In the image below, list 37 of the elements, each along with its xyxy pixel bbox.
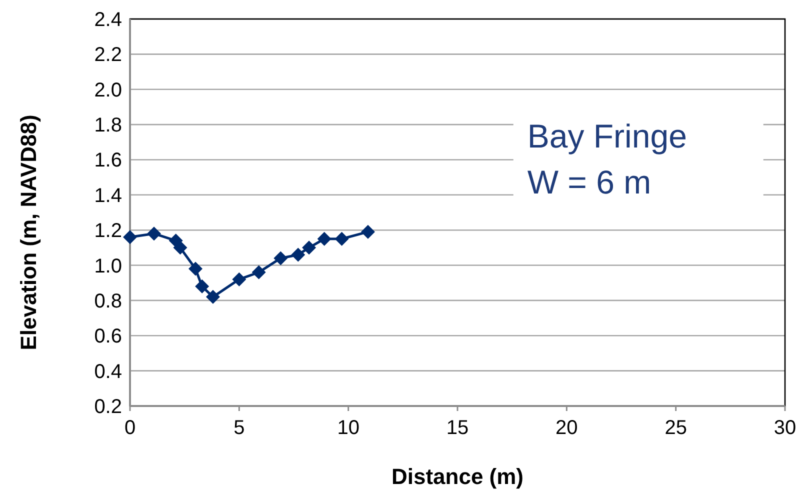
y-tick-label: 0.6 xyxy=(94,326,122,348)
point xyxy=(188,262,202,276)
point xyxy=(291,248,306,262)
y-tick-label: 1.0 xyxy=(94,255,122,278)
point xyxy=(252,265,266,280)
y-tick-label: 0.4 xyxy=(94,360,122,383)
point xyxy=(123,230,137,244)
point xyxy=(334,232,349,246)
y-axis-title: Elevation (m, NAVD88) xyxy=(16,114,41,350)
point xyxy=(360,224,375,239)
x-axis-title: Distance (m) xyxy=(391,464,524,489)
y-tick-label: 0.2 xyxy=(94,396,122,418)
x-tick-label: 0 xyxy=(124,417,136,439)
x-tick-label: 25 xyxy=(664,417,687,439)
point xyxy=(147,226,162,241)
y-tick-label: 1.4 xyxy=(94,184,122,207)
y-tick-label: 2.4 xyxy=(94,9,122,31)
point xyxy=(317,232,332,246)
annotation: Bay Fringe xyxy=(527,117,687,154)
x-tick-label: 10 xyxy=(337,417,360,439)
point xyxy=(173,240,188,255)
point xyxy=(274,251,288,266)
x-tick-label: 15 xyxy=(446,417,469,439)
y-tick-label: 2.2 xyxy=(94,44,122,66)
y-tick-label: 1.2 xyxy=(94,220,122,242)
y-tick-label: 1.8 xyxy=(94,114,122,137)
annotation: W = 6 m xyxy=(527,163,652,200)
y-tick-label: 0.8 xyxy=(94,290,122,312)
point xyxy=(206,290,220,304)
x-tick-label: 20 xyxy=(556,417,578,439)
x-tick-label: 30 xyxy=(774,417,796,439)
point xyxy=(302,240,316,255)
point xyxy=(195,279,210,294)
y-tick-label: 2.0 xyxy=(94,79,122,102)
y-tick-label: 1.6 xyxy=(94,150,122,172)
x-tick-label: 5 xyxy=(234,417,245,439)
point xyxy=(232,272,246,286)
